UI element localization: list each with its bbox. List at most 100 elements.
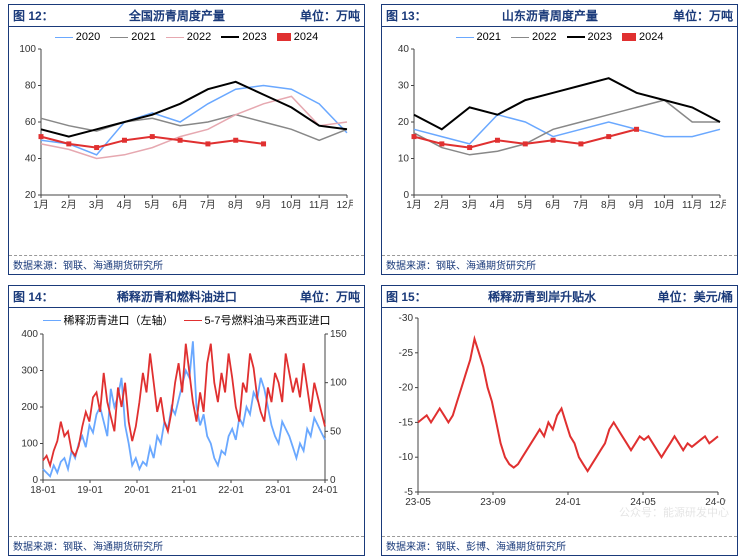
svg-text:5月: 5月 <box>517 199 533 211</box>
fig-unit: 单位：美元/桶 <box>658 288 733 305</box>
fig-unit: 单位：万吨 <box>673 7 733 24</box>
legend-item: 2023 <box>221 31 266 43</box>
svg-text:20-01: 20-01 <box>124 485 150 496</box>
svg-text:9月: 9月 <box>629 199 645 211</box>
legend-item: 2023 <box>567 31 612 43</box>
svg-text:12月: 12月 <box>709 199 726 211</box>
svg-text:100: 100 <box>330 378 347 389</box>
chart-13: 2021202220232024 0102030401月2月3月4月5月6月7月… <box>382 27 737 255</box>
legend: 稀释沥青进口（左轴） 5-7号燃料油马来西亚进口 <box>13 310 360 330</box>
svg-text:7月: 7月 <box>200 199 216 211</box>
panel-12-header: 图 12： 全国沥青周度产量 单位：万吨 <box>9 5 364 24</box>
svg-text:6月: 6月 <box>545 199 561 211</box>
svg-text:40: 40 <box>398 45 410 55</box>
fig-title: 全国沥青周度产量 <box>54 7 300 24</box>
svg-text:2月: 2月 <box>434 199 450 211</box>
legend-item: 2020 <box>55 31 100 43</box>
legend-label: 2023 <box>242 31 266 43</box>
svg-text:18-01: 18-01 <box>30 485 56 496</box>
svg-text:1月: 1月 <box>33 199 49 211</box>
legend: 2021 2022 2023 2024 <box>386 29 733 45</box>
chart-grid: 图 12： 全国沥青周度产量 单位：万吨 2020202120222023202… <box>0 0 746 560</box>
svg-text:3月: 3月 <box>89 199 105 211</box>
legend-item: 5-7号燃料油马来西亚进口 <box>184 312 331 328</box>
fig-number: 图 15： <box>386 288 427 305</box>
svg-text:11月: 11月 <box>309 199 329 211</box>
legend-label: 2021 <box>477 31 501 43</box>
legend-swatch <box>184 320 202 321</box>
legend-swatch <box>567 36 585 38</box>
chart-14: 稀释沥青进口（左轴）5-7号燃料油马来西亚进口 0100200300400050… <box>9 308 364 536</box>
svg-text:10月: 10月 <box>281 199 302 211</box>
svg-text:19-01: 19-01 <box>77 485 103 496</box>
chart-12: 20202021202220232024 204060801001月2月3月4月… <box>9 27 364 255</box>
svg-text:20: 20 <box>398 117 410 128</box>
svg-text:3月: 3月 <box>462 199 478 211</box>
legend-item: 2024 <box>622 31 663 43</box>
legend-label: 2022 <box>532 31 556 43</box>
svg-text:22-01: 22-01 <box>218 485 244 496</box>
fig-number: 图 14： <box>13 288 54 305</box>
svg-text:-30: -30 <box>399 313 414 324</box>
legend-swatch <box>511 37 529 38</box>
legend-label: 2022 <box>187 31 211 43</box>
legend-label: 2020 <box>76 31 100 43</box>
svg-text:-10: -10 <box>399 452 414 463</box>
svg-text:8月: 8月 <box>601 199 617 211</box>
line-chart: -30-25-20-15-10-523-0523-0924-0124-0524-… <box>386 310 726 510</box>
legend-item: 2022 <box>166 31 211 43</box>
line-chart: 204060801001月2月3月4月5月6月7月8月9月10月11月12月 <box>13 45 353 213</box>
svg-text:400: 400 <box>21 330 38 340</box>
svg-text:11月: 11月 <box>682 199 702 211</box>
legend-label: 稀释沥青进口（左轴） <box>64 312 174 328</box>
fig-title: 稀释沥青到岸升贴水 <box>427 288 658 305</box>
fig-number: 图 12： <box>13 7 54 24</box>
svg-text:300: 300 <box>21 366 38 377</box>
legend-swatch <box>456 37 474 38</box>
svg-text:80: 80 <box>25 81 37 92</box>
legend-item: 稀释沥青进口（左轴） <box>43 312 174 328</box>
panel-15: 图 15： 稀释沥青到岸升贴水 单位：美元/桶 -30-25-20-15-10-… <box>381 285 738 556</box>
panel-13: 图 13： 山东沥青周度产量 单位：万吨 2021202220232024 01… <box>381 4 738 275</box>
svg-text:23-05: 23-05 <box>405 497 431 508</box>
fig-title: 山东沥青周度产量 <box>427 7 673 24</box>
legend-swatch <box>43 320 61 321</box>
svg-text:30: 30 <box>398 81 410 92</box>
svg-text:23-01: 23-01 <box>265 485 291 496</box>
svg-text:24-01: 24-01 <box>555 497 581 508</box>
legend-swatch <box>277 33 291 41</box>
fig-title: 稀释沥青和燃料油进口 <box>54 288 300 305</box>
svg-text:10: 10 <box>398 154 410 165</box>
legend-swatch <box>221 36 239 38</box>
svg-text:1月: 1月 <box>406 199 422 211</box>
legend-label: 2024 <box>639 31 663 43</box>
svg-text:24-01: 24-01 <box>312 485 338 496</box>
panel-14: 图 14： 稀释沥青和燃料油进口 单位：万吨 稀释沥青进口（左轴）5-7号燃料油… <box>8 285 365 556</box>
svg-text:12月: 12月 <box>336 199 353 211</box>
source-footer: 数据来源：钢联、海通期货研究所 <box>9 536 364 555</box>
svg-text:7月: 7月 <box>573 199 589 211</box>
svg-text:24-05: 24-05 <box>630 497 656 508</box>
svg-text:8月: 8月 <box>228 199 244 211</box>
line-chart: 0102030401月2月3月4月5月6月7月8月9月10月11月12月 <box>386 45 726 213</box>
source-footer: 数据来源：钢联、彭博、海通期货研究所 <box>382 536 737 555</box>
legend-swatch <box>166 37 184 38</box>
fig-number: 图 13： <box>386 7 427 24</box>
svg-text:150: 150 <box>330 330 347 340</box>
svg-text:50: 50 <box>330 426 342 437</box>
svg-text:23-09: 23-09 <box>480 497 506 508</box>
svg-text:200: 200 <box>21 402 38 413</box>
source-footer: 数据来源：钢联、海通期货研究所 <box>382 255 737 274</box>
svg-text:60: 60 <box>25 117 37 128</box>
legend-label: 5-7号燃料油马来西亚进口 <box>205 312 331 328</box>
svg-text:21-01: 21-01 <box>171 485 197 496</box>
svg-text:5月: 5月 <box>144 199 160 211</box>
svg-text:6月: 6月 <box>172 199 188 211</box>
legend-label: 2021 <box>131 31 155 43</box>
chart-15: -30-25-20-15-10-523-0523-0924-0124-0524-… <box>382 308 737 536</box>
legend-label: 2024 <box>294 31 318 43</box>
svg-text:100: 100 <box>19 45 36 55</box>
svg-text:-15: -15 <box>399 417 414 428</box>
svg-text:9月: 9月 <box>256 199 272 211</box>
panel-12: 图 12： 全国沥青周度产量 单位：万吨 2020 2021 2022 2023 202… <box>8 4 365 275</box>
